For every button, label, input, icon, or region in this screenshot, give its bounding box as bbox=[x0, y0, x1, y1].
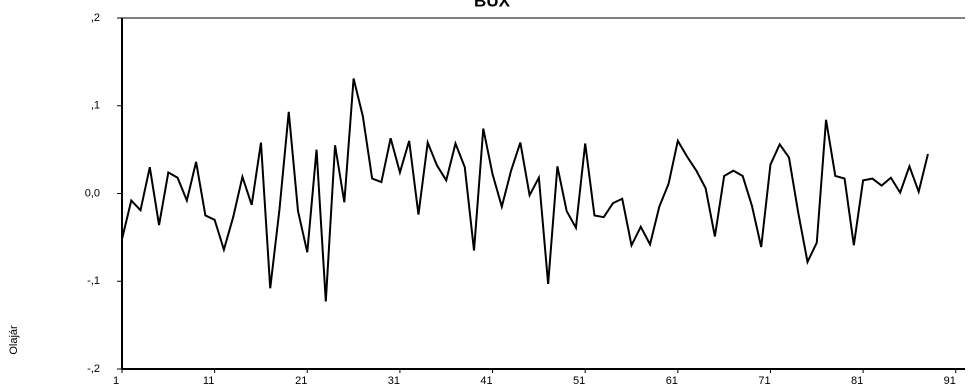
data-line bbox=[121, 78, 929, 302]
x-tick-label: 11 bbox=[203, 375, 214, 387]
x-tick-label: 51 bbox=[573, 375, 585, 387]
x-tick-label: 81 bbox=[851, 375, 863, 387]
y-tick-label: ,1 bbox=[91, 100, 100, 112]
x-tick-label: 61 bbox=[666, 375, 678, 387]
x-tick-label: 71 bbox=[758, 375, 770, 387]
x-tick-label: 21 bbox=[295, 375, 307, 387]
x-tick-label: 91 bbox=[944, 375, 956, 387]
x-tick-label: 1 bbox=[113, 375, 119, 387]
y-tick-label: -,2 bbox=[87, 363, 100, 375]
x-tick-label: 41 bbox=[480, 375, 492, 387]
x-tick-label: 31 bbox=[388, 375, 400, 387]
chart-title: BUX bbox=[474, 0, 511, 10]
y-tick-label: -,1 bbox=[87, 275, 100, 287]
y-axis-label: Olajár bbox=[8, 325, 20, 355]
y-tick-label: ,2 bbox=[91, 12, 100, 24]
y-tick-label: 0,0 bbox=[85, 187, 100, 199]
